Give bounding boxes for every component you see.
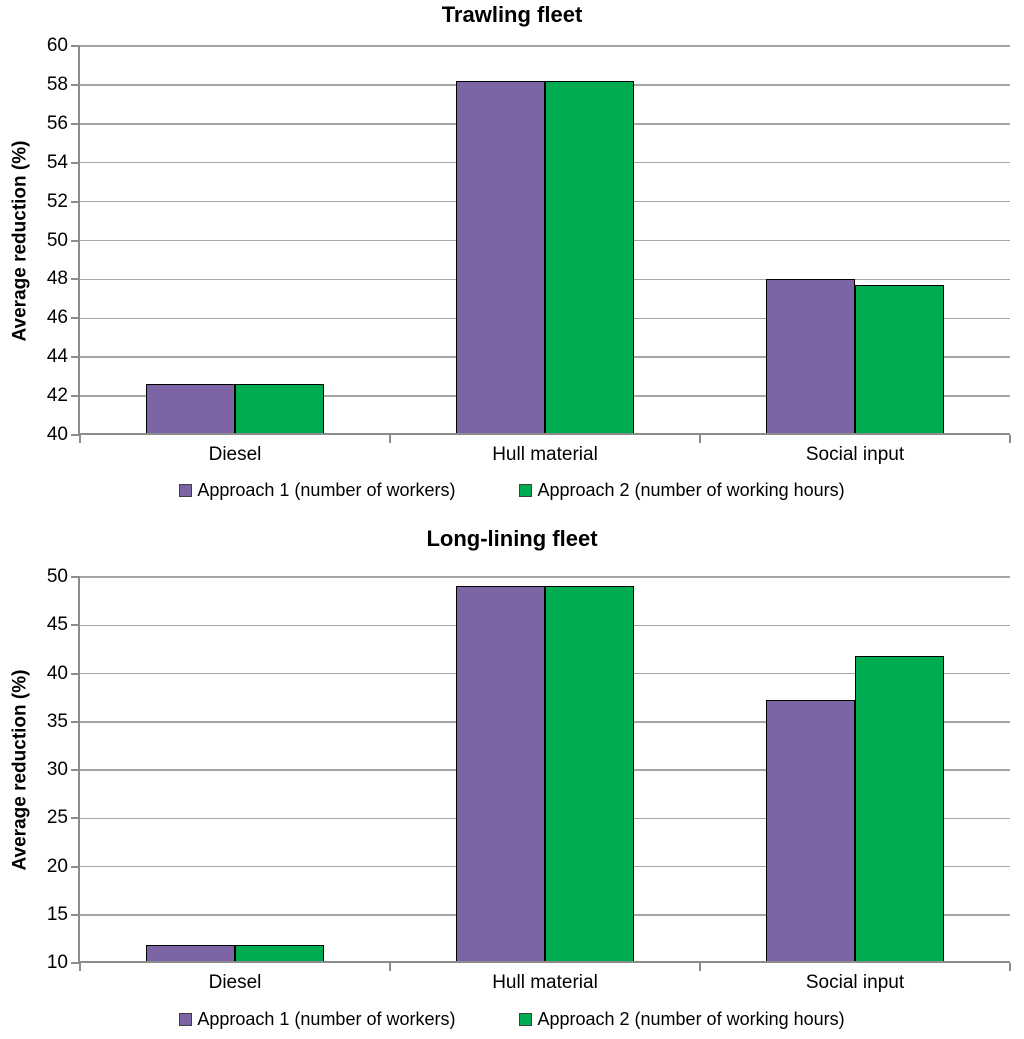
chart-title: Trawling fleet	[441, 2, 583, 27]
y-tick-mark	[71, 769, 80, 771]
y-tick-mark	[71, 122, 80, 125]
y-tick-label: 10	[46, 952, 68, 973]
bar-approach-1-hull-material	[456, 585, 545, 963]
y-tick-label: 44	[46, 346, 68, 368]
y-tick-mark	[71, 83, 80, 86]
y-tick-mark	[71, 395, 80, 398]
y-tick-label: 58	[46, 73, 68, 95]
y-tick-mark	[71, 672, 80, 675]
bar-approach-2-hull-material	[545, 81, 634, 435]
y-tick-mark	[71, 865, 80, 868]
y-axis-line	[78, 46, 80, 435]
y-axis-line	[78, 577, 80, 963]
y-tick-mark	[71, 45, 80, 47]
y-tick-mark	[71, 962, 80, 964]
x-axis-label: Social input	[805, 972, 905, 993]
legend-label: Approach 1 (number of workers)	[197, 480, 456, 500]
x-axis-label: Diesel	[208, 972, 262, 993]
x-tick-mark	[79, 963, 81, 971]
legend-swatch-icon	[519, 484, 533, 497]
y-tick-label: 30	[46, 759, 68, 780]
y-tick-label: 48	[46, 268, 68, 290]
x-axis-label: Social input	[805, 444, 905, 465]
y-tick-label: 20	[46, 855, 68, 877]
x-tick-mark	[389, 435, 391, 443]
y-tick-mark	[71, 239, 80, 242]
y-tick-mark	[71, 434, 80, 436]
bar-approach-2-hull-material	[545, 585, 634, 963]
legend-label: Approach 2 (number of working hours)	[537, 1009, 845, 1029]
y-tick-label: 25	[46, 807, 68, 829]
y-tick-mark	[71, 317, 80, 320]
y-tick-label: 45	[46, 614, 68, 636]
y-tick-mark	[71, 817, 80, 820]
bar-approach-1-social-input	[766, 699, 855, 963]
legend-item: Approach 1 (number of workers)	[179, 1009, 455, 1030]
bar-approach-2-social-input	[855, 285, 944, 435]
y-tick-mark	[71, 720, 80, 723]
y-tick-mark	[71, 200, 80, 203]
y-tick-label: 52	[46, 190, 68, 212]
y-tick-label: 46	[46, 307, 68, 329]
legend-swatch-icon	[519, 1013, 533, 1026]
x-tick-mark	[389, 963, 391, 971]
x-axis-line	[78, 433, 1010, 435]
plot-area: 40 42 44 46 48 50 52 54 56 58 60 Diesel Hull materia…	[47, 35, 1011, 465]
bar-approach-1-social-input	[766, 279, 855, 435]
chart-title: Long-lining fleet	[426, 526, 598, 551]
x-axis-line	[78, 961, 1010, 963]
x-tick-mark	[699, 435, 701, 443]
y-tick-label: 42	[46, 385, 68, 407]
y-tick-mark	[71, 576, 80, 578]
legend-item: Approach 1 (number of workers)	[179, 480, 455, 501]
legend-item: Approach 2 (number of working hours)	[519, 480, 845, 501]
y-tick-label: 50	[46, 566, 68, 587]
y-tick-label: 60	[46, 35, 68, 56]
x-axis-label: Diesel	[208, 444, 262, 465]
legend-label: Approach 1 (number of workers)	[197, 1009, 456, 1029]
y-tick-label: 40	[46, 424, 68, 445]
bar-approach-2-diesel	[235, 384, 324, 435]
x-axis-label: Hull material	[492, 444, 598, 465]
y-tick-label: 40	[46, 662, 68, 684]
long-lining-fleet-chart: Long-lining fleet Average reduction (%) …	[0, 520, 1024, 1039]
trawling-fleet-chart: Trawling fleet Average reduction (%) 40 4…	[0, 2, 1024, 501]
y-tick-mark	[71, 913, 80, 916]
y-tick-mark	[71, 278, 80, 281]
bar-approach-2-social-input	[855, 656, 944, 963]
bar-approach-1-diesel	[146, 384, 235, 435]
legend-swatch-icon	[179, 484, 193, 497]
y-tick-mark	[71, 356, 80, 359]
gridline	[80, 576, 1010, 578]
legend-label: Approach 2 (number of working hours)	[537, 480, 845, 500]
x-tick-mark	[1009, 963, 1011, 971]
y-tick-label: 56	[46, 112, 68, 134]
y-tick-label: 15	[46, 903, 68, 925]
gridline	[80, 45, 1010, 47]
legend: Approach 1 (number of workers) Approach 2…	[0, 480, 1024, 501]
x-axis-label: Hull material	[492, 972, 598, 993]
y-tick-mark	[71, 161, 80, 164]
legend-swatch-icon	[179, 1013, 193, 1026]
legend-item: Approach 2 (number of working hours)	[519, 1009, 845, 1030]
y-tick-label: 50	[46, 229, 68, 251]
x-tick-mark	[1009, 435, 1011, 443]
y-tick-mark	[71, 624, 80, 627]
y-tick-label: 54	[46, 151, 68, 173]
plot-area: 10 15 20 25 30 35 40 45 50 Diesel Hull material Soc…	[47, 566, 1011, 993]
x-tick-mark	[79, 435, 81, 443]
y-tick-label: 35	[46, 710, 68, 732]
bar-approach-1-hull-material	[456, 81, 545, 435]
legend: Approach 1 (number of workers) Approach 2…	[0, 1009, 1024, 1030]
x-tick-mark	[699, 963, 701, 971]
